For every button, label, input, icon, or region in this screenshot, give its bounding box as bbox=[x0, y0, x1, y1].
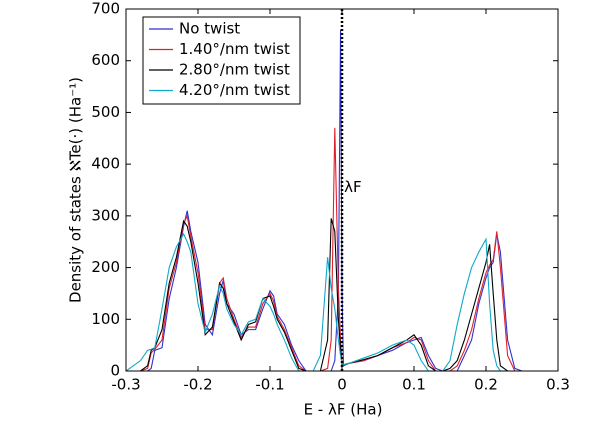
plot-frame bbox=[125, 8, 559, 372]
legend-box bbox=[142, 16, 301, 105]
x-tick-label: -0.2 bbox=[183, 376, 212, 394]
series-line bbox=[125, 232, 558, 372]
y-tick-label: 500 bbox=[91, 103, 120, 121]
annotation: λF bbox=[344, 178, 362, 196]
x-tick-label: 0 bbox=[337, 376, 347, 394]
series-line bbox=[126, 127, 558, 372]
y-tick-label: 200 bbox=[91, 258, 120, 276]
x-tick-label: -0.3 bbox=[111, 376, 140, 394]
legend-label: 2.80°/nm twist bbox=[179, 61, 290, 79]
x-tick-label: 0.3 bbox=[546, 376, 570, 394]
x-tick-label: 0.1 bbox=[402, 376, 426, 394]
y-tick-label: 600 bbox=[91, 51, 120, 69]
legend-label: 4.20°/nm twist bbox=[179, 81, 290, 99]
y-tick-label: 400 bbox=[91, 155, 120, 173]
x-tick-label: -0.1 bbox=[255, 376, 284, 394]
legend-label: 1.40°/nm twist bbox=[179, 40, 290, 58]
y-tick-label: 100 bbox=[91, 310, 120, 328]
y-tick-label: 0 bbox=[110, 362, 120, 380]
x-axis-label: E - λF (Ha) bbox=[304, 401, 383, 419]
x-tick-label: 0.2 bbox=[474, 376, 498, 394]
y-axis-label: Density of states ℵTe(·) (Ha⁻¹) bbox=[67, 77, 85, 303]
y-tick-label: 300 bbox=[91, 206, 120, 224]
series-line bbox=[126, 218, 558, 372]
y-tick-label: 700 bbox=[91, 0, 120, 18]
legend-label: No twist bbox=[179, 20, 240, 38]
